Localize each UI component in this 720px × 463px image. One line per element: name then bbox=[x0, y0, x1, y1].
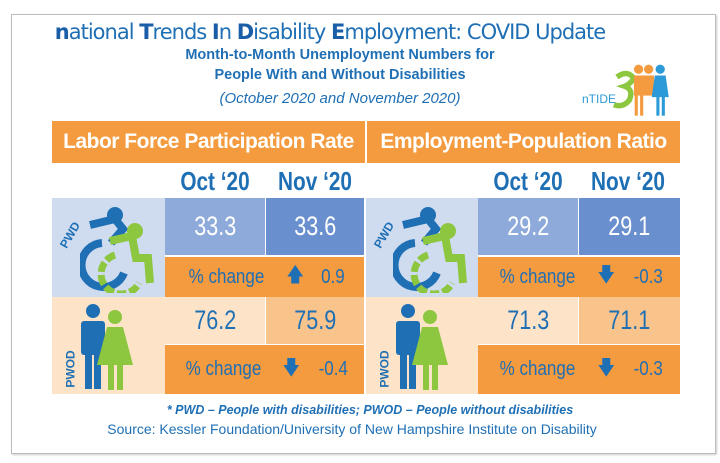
pwod-label: PWOD bbox=[63, 350, 78, 388]
footnote: * PWD – People with disabilities; PWOD –… bbox=[166, 403, 574, 417]
month-nov: Nov ‘20 bbox=[278, 166, 352, 196]
pwd-nov-value: 29.1 bbox=[579, 198, 680, 255]
lfpr-header: Labor Force Participation Rate bbox=[52, 121, 365, 163]
arrow-down-icon: 🡇 bbox=[597, 264, 615, 286]
month-oct: Oct ‘20 bbox=[180, 166, 250, 196]
pwod-oct-value: 71.3 bbox=[478, 297, 578, 344]
pwod-oct-value: 76.2 bbox=[165, 297, 265, 344]
pwod-change: % change 🡇 -0.3 bbox=[478, 345, 680, 394]
infographic-frame bbox=[11, 14, 716, 454]
page-title: national Trends In Disability Employment… bbox=[54, 20, 606, 44]
people-icon bbox=[396, 304, 448, 390]
arrow-down-icon: 🡇 bbox=[283, 356, 301, 379]
period-label: (October 2020 and November 2020) bbox=[219, 90, 461, 107]
logo-text: nTIDE bbox=[582, 92, 617, 106]
pwod-label: PWOD bbox=[377, 350, 392, 388]
wheelchair-icon bbox=[393, 207, 467, 293]
pwd-nov-value: 33.6 bbox=[266, 198, 364, 255]
arrow-up-icon: 🡅 bbox=[286, 264, 304, 286]
people-icon bbox=[81, 304, 133, 390]
pwod-change: % change 🡇 -0.4 bbox=[165, 345, 364, 394]
source-line: Source: Kessler Foundation/University of… bbox=[107, 421, 597, 437]
pwod-nov-value: 75.9 bbox=[266, 297, 364, 344]
people-logo-icon bbox=[612, 64, 669, 116]
month-oct: Oct ‘20 bbox=[493, 166, 563, 196]
pwod-nov-value: 71.1 bbox=[579, 297, 680, 344]
pwd-oct-value: 29.2 bbox=[478, 198, 578, 255]
pwd-change: % change 🡅 0.9 bbox=[165, 257, 364, 297]
epr-header: Employment-Population Ratio bbox=[367, 121, 680, 163]
arrow-down-icon: 🡇 bbox=[597, 356, 615, 379]
subtitle-line1: Month-to-Month Unemployment Numbers for bbox=[185, 47, 495, 63]
subtitle-line2: People With and Without Disabilities bbox=[214, 67, 466, 83]
pwd-oct-value: 33.3 bbox=[165, 198, 265, 255]
pwd-change: % change 🡇 -0.3 bbox=[478, 257, 680, 297]
month-nov: Nov ‘20 bbox=[591, 166, 665, 196]
ntide-logo: nTIDE bbox=[582, 60, 677, 118]
wheelchair-icon bbox=[80, 207, 154, 293]
